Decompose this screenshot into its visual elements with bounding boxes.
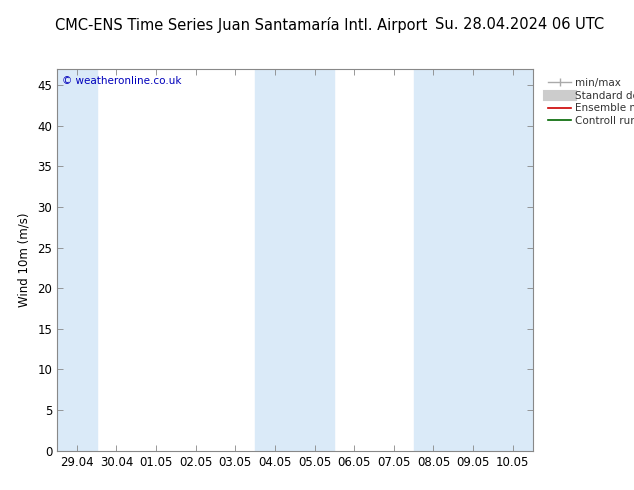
Legend: min/max, Standard deviation, Ensemble mean run, Controll run: min/max, Standard deviation, Ensemble me… bbox=[544, 74, 634, 130]
Bar bbox=[57, 69, 96, 451]
Bar bbox=[255, 69, 334, 451]
Text: CMC-ENS Time Series Juan Santamaría Intl. Airport: CMC-ENS Time Series Juan Santamaría Intl… bbox=[55, 17, 427, 33]
Y-axis label: Wind 10m (m/s): Wind 10m (m/s) bbox=[17, 213, 30, 307]
Text: Su. 28.04.2024 06 UTC: Su. 28.04.2024 06 UTC bbox=[436, 17, 604, 32]
Bar bbox=[413, 69, 533, 451]
Text: © weatheronline.co.uk: © weatheronline.co.uk bbox=[61, 76, 181, 86]
